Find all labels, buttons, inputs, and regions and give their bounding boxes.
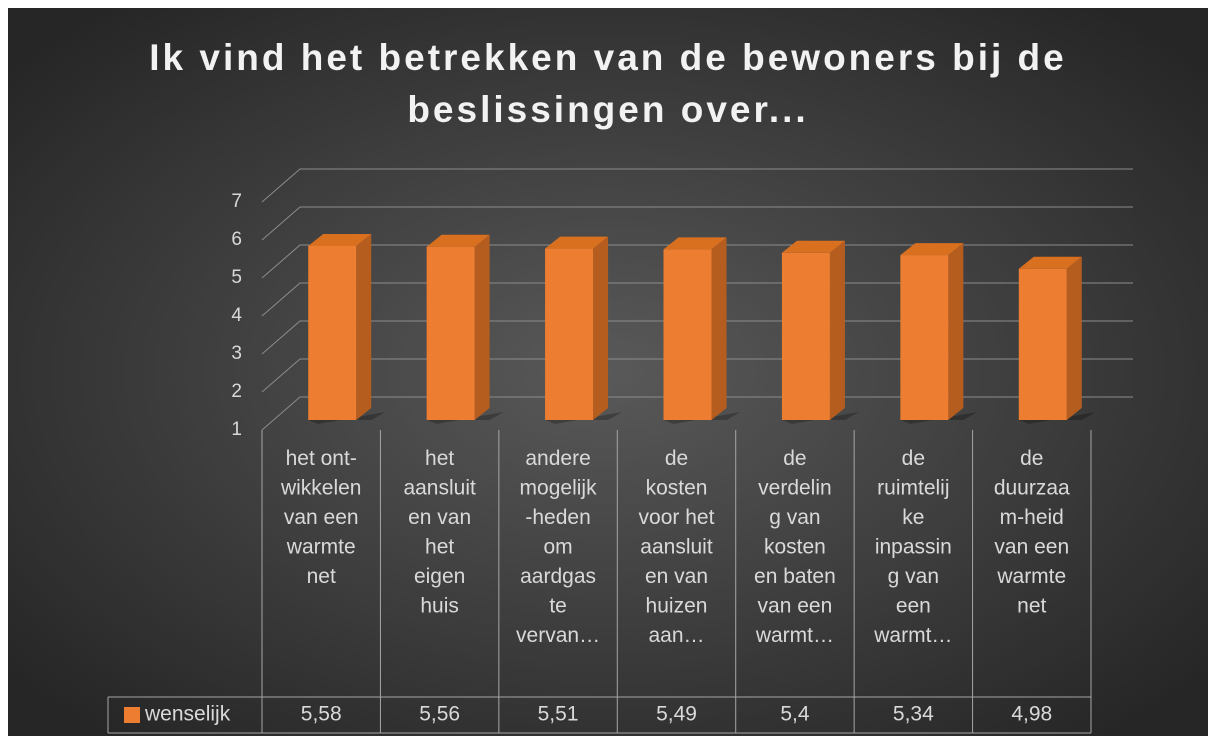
bar-front <box>545 248 594 420</box>
bar <box>900 243 978 424</box>
bar-top <box>663 237 727 250</box>
bar-side <box>948 243 964 420</box>
y-tick-label: 7 <box>231 191 242 212</box>
grid-line <box>261 396 1133 431</box>
x-tick-label: andere mogelijk -heden om aardgas te vervan… <box>516 447 600 647</box>
bar-side <box>474 234 490 420</box>
bar-top <box>426 234 490 247</box>
grid-line <box>261 206 1133 241</box>
bar-top <box>1018 256 1082 269</box>
grid-line <box>261 168 1133 203</box>
value-label: 5,49 <box>656 703 697 726</box>
bar-front <box>308 245 357 420</box>
x-tick-label: de verdelin g van kosten en baten van een warm… <box>754 447 836 647</box>
x-tick-label: het ont-wikkelen van een warmte net <box>280 447 362 588</box>
value-label: 5,58 <box>301 703 342 726</box>
bar-side <box>711 237 727 420</box>
x-tick-label: de ruimtelij ke inpassin g van een warmt… <box>873 447 952 647</box>
bar-shadow <box>426 412 504 424</box>
grid-line <box>261 358 1133 393</box>
y-tick-label: 3 <box>231 343 242 364</box>
y-tick-label: 1 <box>231 419 242 440</box>
bar-shadow <box>900 412 978 424</box>
bar-shadow <box>308 412 386 424</box>
bar-front <box>1018 268 1067 420</box>
bar <box>426 234 504 424</box>
value-label: 5,56 <box>419 703 460 726</box>
bar-front <box>426 246 475 420</box>
y-tick-label: 2 <box>231 381 242 402</box>
chart-title: Ik vind het betrekken van de bewoners bi… <box>149 37 1066 130</box>
value-label: 5,34 <box>893 703 934 726</box>
bar-top <box>545 236 609 249</box>
value-label: 5,4 <box>780 703 810 726</box>
bar-front <box>663 249 712 420</box>
grid-line <box>261 320 1133 355</box>
legend-swatch <box>124 707 140 723</box>
bar-shadow <box>663 412 741 424</box>
bar-side <box>829 240 845 420</box>
legend-label: wenselijk <box>144 703 231 726</box>
y-tick-label: 4 <box>231 305 242 326</box>
bar-side <box>593 236 609 420</box>
bar-shadow <box>545 412 623 424</box>
value-label: 4,98 <box>1011 703 1052 726</box>
x-tick-label: het aansluit en van het eigen huis <box>403 447 476 618</box>
bar <box>1018 256 1096 424</box>
x-tick-label: de duurzaa m-heid van een warmte net <box>994 447 1070 618</box>
x-tick-label: de kosten voor het aansluit en van huizen aan… <box>639 447 715 647</box>
grid-line <box>261 244 1133 279</box>
bar <box>781 240 859 424</box>
bar-top <box>900 243 964 256</box>
bar-shadow <box>781 412 859 424</box>
bar-side <box>1066 256 1082 420</box>
bar-shadow <box>1018 412 1096 424</box>
bar-front <box>781 252 830 420</box>
y-tick-label: 5 <box>231 267 242 288</box>
bar-front <box>900 255 949 420</box>
y-tick-label: 6 <box>231 229 242 250</box>
bar <box>663 237 741 424</box>
value-label: 5,51 <box>538 703 579 726</box>
bar-side <box>356 233 372 420</box>
bar <box>545 236 623 424</box>
bar <box>308 233 386 424</box>
grid-line <box>261 282 1133 317</box>
bar-top <box>308 233 372 246</box>
bar-top <box>781 240 845 253</box>
